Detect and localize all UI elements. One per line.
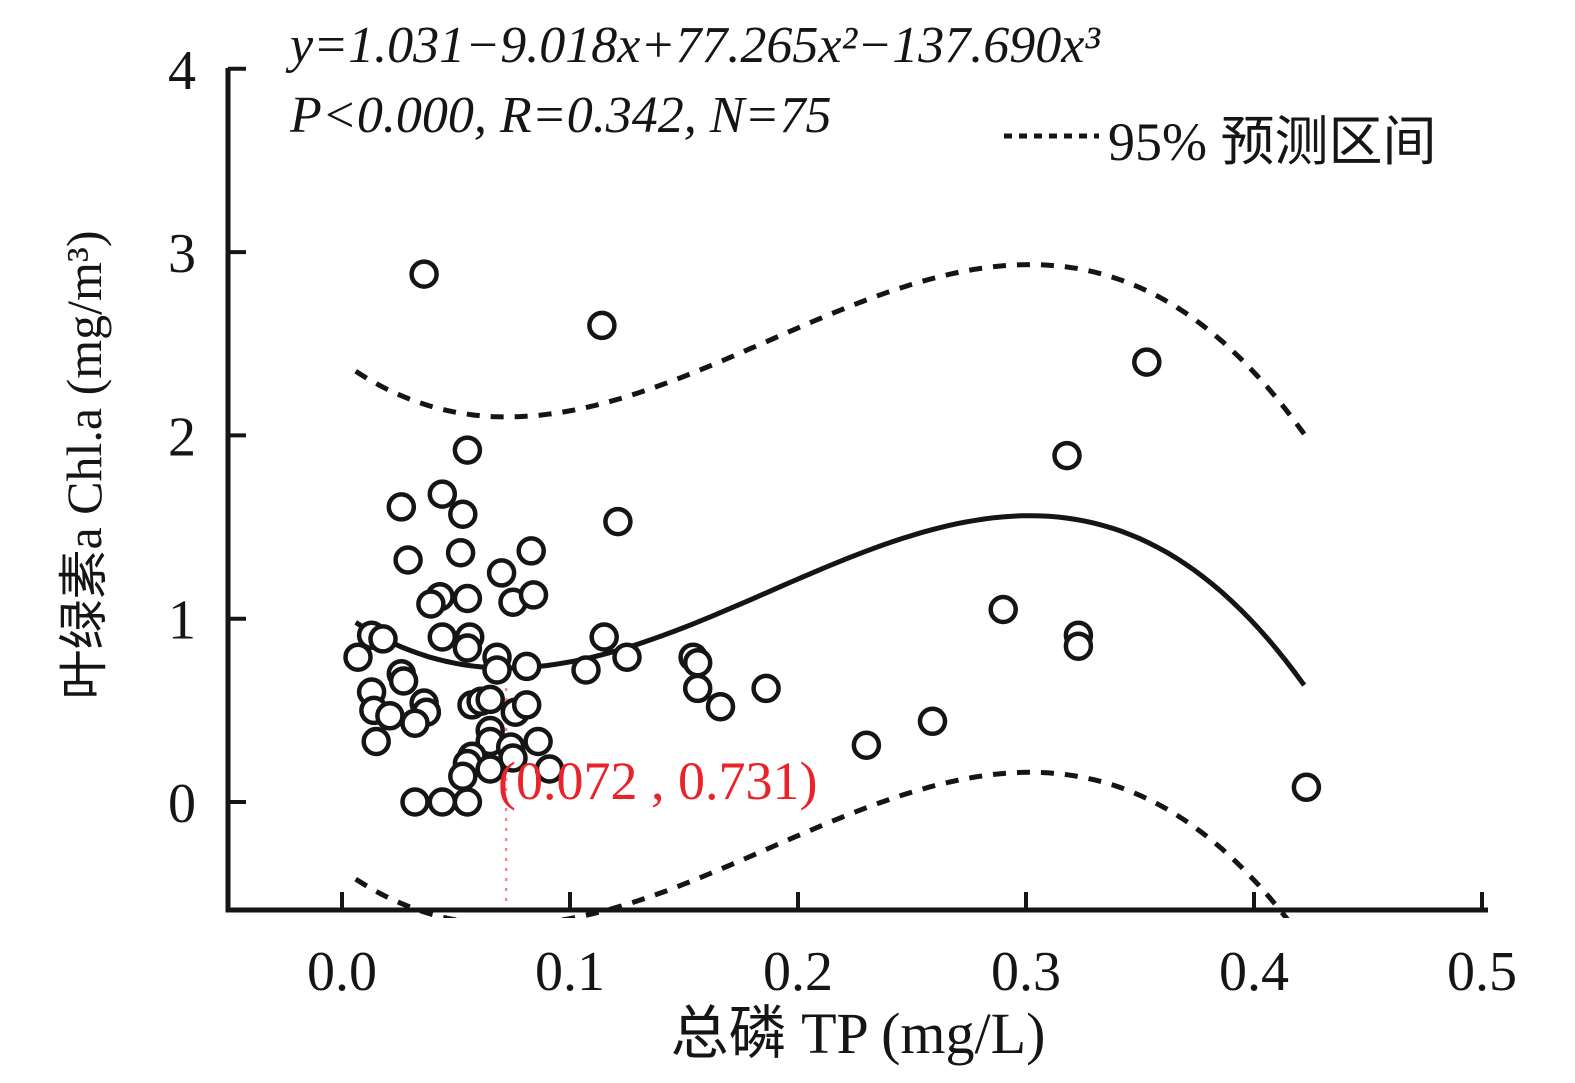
scatter-point (603, 506, 633, 537)
upper-prediction-curve (354, 262, 1307, 436)
scatter-point (589, 622, 619, 652)
scatter-point (917, 706, 948, 737)
legend-label: 95% 预测区间 (1108, 111, 1437, 172)
scatter-point (571, 655, 601, 685)
scatter-point (482, 655, 512, 685)
scatter-point (375, 701, 405, 731)
y-tick-label: 2 (168, 406, 196, 468)
y-axis-title: 叶绿素a Chl.a (mg/m³) (56, 230, 112, 700)
scatter-point (486, 558, 517, 588)
scatter-point (452, 435, 483, 465)
scatter-point (988, 594, 1018, 625)
scatter-point (682, 673, 713, 704)
x-tick-label: 0.4 (1219, 941, 1289, 1003)
scatter-point (393, 545, 423, 575)
scatter-point (534, 754, 565, 784)
axes-frame (225, 68, 1488, 913)
x-axis-title: 总磷 TP (mg/L) (670, 1001, 1046, 1066)
scatter-point (475, 754, 505, 784)
scatter-point (386, 492, 417, 522)
scatter-point (682, 647, 713, 678)
x-tick-label: 0.2 (763, 941, 833, 1003)
scatter-point (361, 726, 391, 757)
scatter-point (445, 537, 476, 568)
scatter-point (452, 787, 483, 817)
scatter-point (400, 708, 430, 738)
y-tick-label: 0 (168, 773, 196, 835)
scatter-point (523, 726, 553, 757)
scatter-point (1291, 772, 1322, 803)
x-tick-label: 0.3 (991, 941, 1061, 1003)
x-tick-label: 0.0 (307, 941, 377, 1003)
scatter-point (751, 673, 781, 704)
scatter-point (851, 730, 882, 760)
scatter-point (368, 624, 398, 654)
x-tick-label: 0.5 (1447, 941, 1517, 1003)
scatter-point (705, 691, 736, 722)
scatter-point (498, 743, 528, 773)
scatter-point (448, 761, 478, 792)
scatter-point (511, 690, 542, 720)
scatter-point (511, 651, 542, 682)
scatter-point (409, 259, 439, 289)
scatter-point (475, 684, 505, 715)
legend: 95% 预测区间 (1003, 100, 1436, 172)
y-tick-label: 1 (168, 590, 196, 652)
scatter-point (1132, 347, 1162, 377)
x-tick-label: 0.1 (535, 941, 605, 1003)
scatter-point (416, 589, 446, 619)
scatter-point (427, 622, 458, 652)
y-tick-label: 4 (168, 40, 196, 102)
scatter-point (518, 580, 549, 610)
scatter-point (343, 642, 373, 672)
lower-prediction-curve (354, 769, 1290, 918)
scatter-point (452, 633, 483, 663)
fit-statistics: P<0.000, R=0.342, N=75 (290, 87, 832, 144)
scatter-point (400, 787, 430, 817)
scatter-point (587, 310, 617, 341)
scatter-point (1052, 440, 1082, 471)
vertex-annotation: (0.072 , 0.731) (498, 751, 818, 811)
scatter-point (612, 642, 642, 672)
scatter-point (1063, 631, 1094, 661)
y-tick-label: 3 (168, 223, 196, 285)
scatter-points (343, 259, 1322, 817)
legend-dashed-line-icon (1004, 133, 1099, 139)
scatter-point (516, 536, 546, 566)
scatter-point (388, 666, 419, 696)
scatter-point (427, 479, 458, 509)
scatter-point (427, 787, 458, 817)
fit-equation: y=1.031−9.018x+77.265x²−137.690x³ (290, 17, 1100, 74)
scatter-point (448, 499, 478, 529)
scatter-point (452, 583, 483, 614)
